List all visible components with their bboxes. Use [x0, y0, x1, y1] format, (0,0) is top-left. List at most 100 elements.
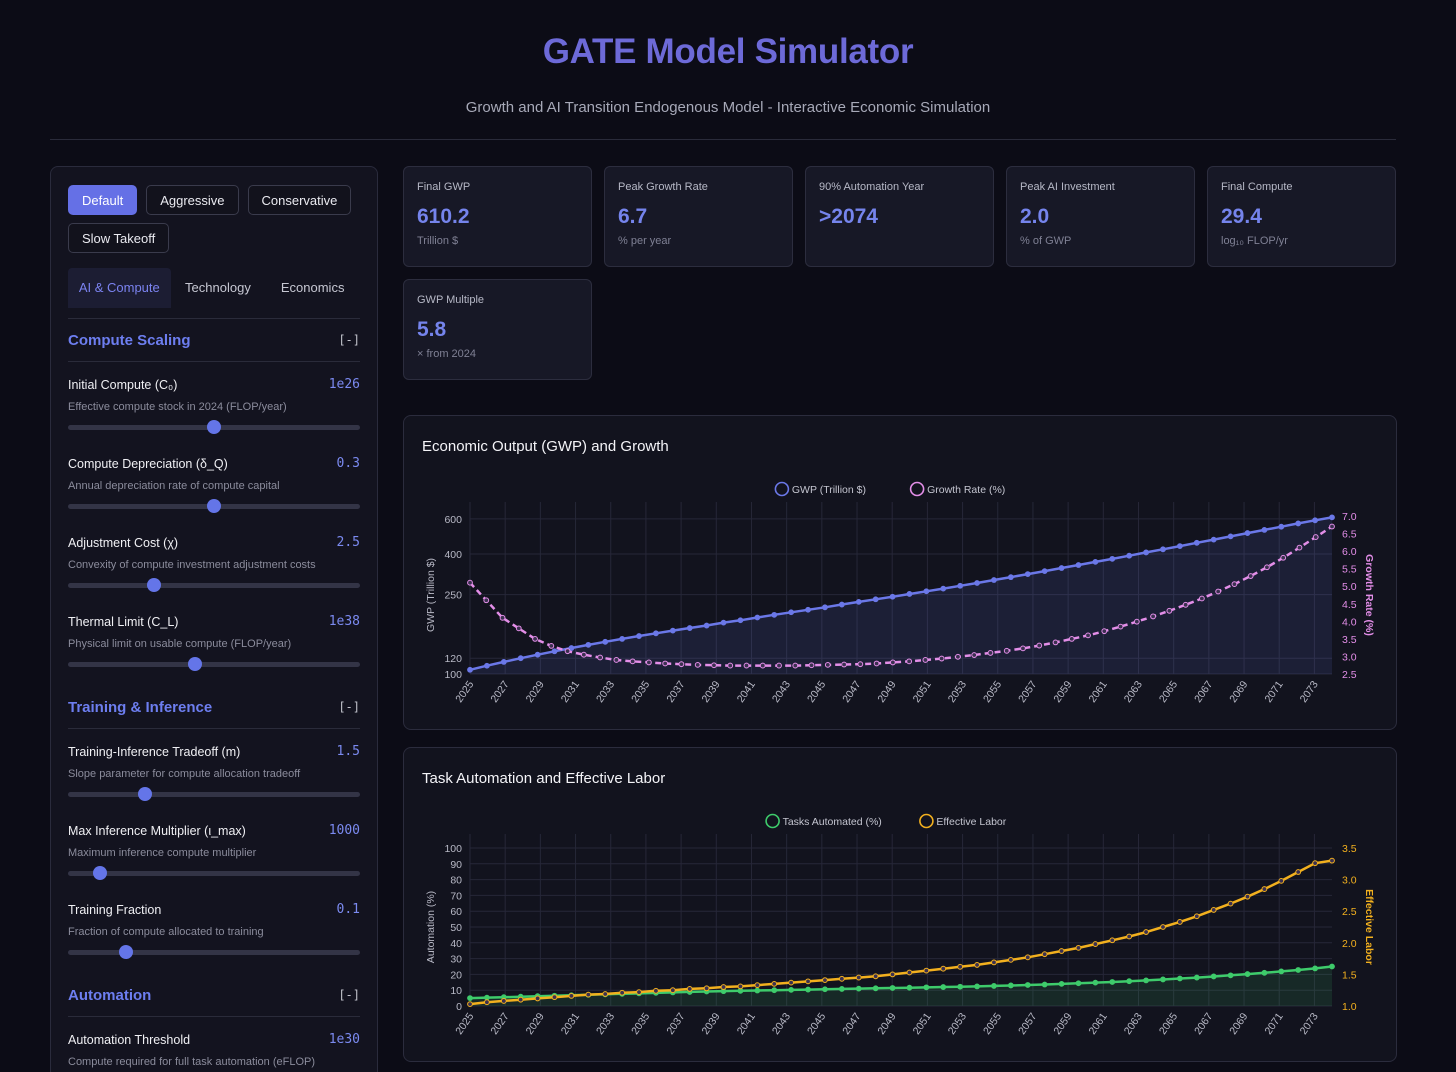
- tab-economics[interactable]: Economics: [280, 280, 345, 295]
- data-point: [855, 985, 862, 992]
- collapse-toggle[interactable]: [-]: [338, 988, 360, 1002]
- grid: [469, 834, 1332, 1007]
- data-point: [1041, 981, 1048, 988]
- y-tick-label: 30: [450, 954, 462, 966]
- x-tick-label: 2037: [664, 1011, 687, 1037]
- card-label: GWP Multiple: [417, 294, 485, 306]
- chart-title: Economic Output (GWP) and Growth: [422, 438, 669, 455]
- data-point: [1068, 635, 1075, 642]
- slider-thumb[interactable]: [207, 499, 221, 513]
- data-point: [720, 984, 727, 990]
- card-label: Peak AI Investment: [1020, 181, 1115, 193]
- collapse-toggle[interactable]: [-]: [338, 700, 360, 714]
- data-point: [938, 655, 945, 662]
- param-slider[interactable]: [68, 420, 360, 434]
- data-point: [754, 987, 761, 994]
- section-header[interactable]: Compute Scaling [-]: [68, 319, 360, 362]
- param-row: Adjustment Cost (χ) 2.5: [68, 535, 360, 550]
- data-point: [889, 659, 896, 666]
- param-slider[interactable]: [68, 578, 360, 592]
- preset-conservative-button[interactable]: Conservative: [247, 185, 352, 215]
- data-point: [727, 662, 734, 669]
- x-tick-label: 2049: [875, 679, 898, 705]
- data-point: [653, 630, 659, 637]
- data-point: [1244, 893, 1251, 900]
- x-tick-label: 2065: [1157, 1011, 1180, 1037]
- x-tick-label: 2029: [524, 679, 547, 705]
- data-point: [1312, 860, 1318, 867]
- section-header[interactable]: Training & Inference [-]: [68, 686, 360, 729]
- slider-thumb[interactable]: [188, 657, 203, 671]
- slider-thumb[interactable]: [147, 578, 162, 592]
- x-tick-label: 2057: [1016, 1011, 1039, 1037]
- y-axis-label: GWP (Trillion $): [425, 558, 437, 632]
- data-point: [1160, 924, 1166, 930]
- param-slider[interactable]: [68, 787, 360, 801]
- data-point: [1278, 968, 1285, 975]
- data-point: [585, 641, 592, 648]
- y-tick-label: 60: [450, 906, 462, 918]
- gwp-chart-panel: Economic Output (GWP) and Growth 100 120 2…: [403, 415, 1397, 730]
- param-slider[interactable]: [68, 945, 360, 959]
- parameter-control: Thermal Limit (C_L) 1e38 Physical limit on…: [68, 599, 360, 678]
- data-point: [484, 999, 490, 1006]
- x-tick-label: 2071: [1262, 1011, 1285, 1037]
- automation-labor-chart[interactable]: 0 10 20 30 40 50 60 70 80 90 100 1.0 1.5 2.0 2.5 3.0 3.5…: [404, 748, 1398, 1063]
- card-unit: Trillion $: [417, 235, 459, 247]
- collapse-toggle[interactable]: [-]: [338, 333, 360, 347]
- x-tick-label: 2061: [1087, 679, 1110, 705]
- x-tick-label: 2045: [805, 679, 828, 705]
- data-point: [646, 659, 652, 666]
- param-label: Training-Inference Tradeoff (m): [68, 744, 241, 759]
- slider-thumb[interactable]: [207, 420, 221, 434]
- data-point: [517, 655, 524, 662]
- data-point: [568, 645, 575, 651]
- x-tick-label: 2061: [1087, 1011, 1110, 1037]
- param-slider[interactable]: [68, 866, 360, 880]
- x-tick-label: 2031: [559, 1011, 582, 1037]
- data-point: [1227, 900, 1234, 907]
- parameter-control: Compute Depreciation (δ_Q) 0.3 Annual depr…: [68, 441, 360, 520]
- data-point: [808, 662, 815, 669]
- tab-ai-compute[interactable]: AI & Compute: [68, 268, 171, 308]
- section-header[interactable]: Automation [-]: [68, 974, 360, 1017]
- data-point: [1041, 951, 1048, 958]
- x-tick-label: 2069: [1227, 1011, 1250, 1037]
- preset-default-button[interactable]: Default: [68, 185, 138, 215]
- param-slider[interactable]: [68, 499, 360, 513]
- data-point: [1058, 980, 1065, 987]
- data-point: [1210, 973, 1217, 980]
- preset-aggressive-button[interactable]: Aggressive: [146, 185, 239, 215]
- y-tick-label: 400: [444, 549, 462, 561]
- data-point: [1101, 628, 1108, 635]
- data-point: [1261, 886, 1268, 892]
- data-point: [1264, 564, 1270, 571]
- slider-thumb[interactable]: [119, 945, 134, 959]
- card-value: >2074: [819, 205, 878, 228]
- data-point: [838, 986, 845, 992]
- param-value: 0.3: [336, 456, 360, 471]
- data-point: [1261, 527, 1268, 533]
- data-point: [467, 1001, 473, 1008]
- y-axis-label: Automation (%): [425, 891, 437, 963]
- param-slider[interactable]: [68, 657, 360, 671]
- card-unit: % of GWP: [1020, 235, 1072, 247]
- gwp-growth-chart[interactable]: 100 120 250 400 600 2.5 3.0 3.5 4.0 4.5 5.0 5.5 6.0 6…: [404, 416, 1398, 731]
- data-point: [711, 662, 717, 669]
- y-tick-label: 70: [450, 890, 462, 902]
- preset-slow-takeoff-button[interactable]: Slow Takeoff: [68, 223, 170, 253]
- x-tick-label: 2035: [629, 1011, 652, 1037]
- x-tick-label: 2049: [875, 1011, 898, 1037]
- slider-thumb[interactable]: [92, 866, 107, 880]
- card-automation-year: 90% Automation Year >2074: [805, 166, 994, 267]
- legend: GWP (Trillion $) Growth Rate (%): [774, 481, 1005, 497]
- x-tick-label: 2051: [911, 679, 934, 705]
- data-point: [1007, 956, 1014, 963]
- data-point: [974, 983, 980, 990]
- x-tick-label: 2043: [770, 679, 793, 705]
- tab-technology[interactable]: Technology: [185, 280, 251, 295]
- data-point: [1041, 568, 1048, 575]
- data-point: [855, 598, 862, 605]
- slider-thumb[interactable]: [137, 787, 152, 801]
- data-point: [568, 992, 575, 999]
